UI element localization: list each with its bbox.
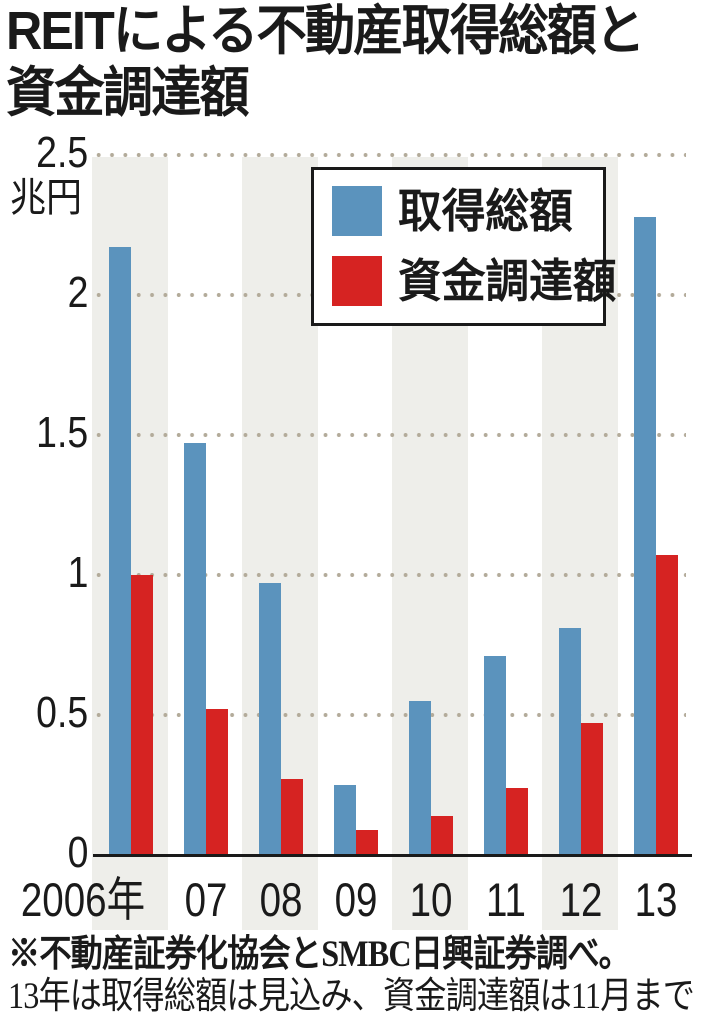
gridline [92,153,686,157]
x-tick-label: 10 [409,873,452,926]
gridline [92,433,686,437]
chart-title-line-2: 資金調達額 [6,63,250,123]
bar-acquisition [258,583,281,855]
legend-label-acquisition: 取得総額 [398,185,573,237]
x-tick-label: 07 [184,873,227,926]
bar-funding [280,779,303,855]
bar-funding [505,787,528,855]
y-tick-label: 1.5 [36,408,88,457]
gridline [92,713,686,717]
bar-acquisition [408,701,431,855]
legend: 取得総額 資金調達額 [311,167,617,326]
bar-acquisition [183,443,206,855]
bar-funding [130,575,153,855]
bar-acquisition [333,785,356,855]
x-tick-label: 11 [485,873,526,926]
bar-funding [655,555,678,855]
y-axis-unit: 兆円 [10,176,82,220]
y-tick-label: 0 [67,828,88,877]
x-tick-label: 09 [334,873,377,926]
legend-item-funding: 資金調達額 [332,255,628,307]
x-tick-label: 2006年 [20,873,146,926]
footnote-note: 13年は取得総額は見込み、資金調達額は11月まで [8,976,695,1017]
bar-acquisition [558,628,581,855]
y-tick-label: 0.5 [36,688,88,737]
y-tick-label: 2 [67,268,88,317]
legend-label-funding: 資金調達額 [398,255,617,307]
bar-acquisition [633,216,656,855]
bar-funding [580,723,603,855]
x-tick-label: 12 [559,873,602,926]
y-tick-label: 1 [67,548,88,597]
chart-title-line-1: REITによる不動産取得総額と [6,1,645,61]
bar-funding [205,709,228,855]
bar-funding [355,829,378,855]
gridline [92,573,686,577]
footnote-source: ※不動産証券化協会とSMBC日興証券調べ。 [8,934,631,975]
legend-swatch-funding [332,256,382,306]
bar-acquisition [483,656,506,855]
legend-item-acquisition: 取得総額 [332,185,582,237]
bar-funding [430,815,453,855]
x-tick-label: 08 [259,873,302,926]
x-axis-baseline [93,854,692,857]
bar-acquisition [108,247,131,855]
y-tick-label: 2.5 [36,128,88,177]
bar-chart: 0 0.5 1 1.5 2 2.5 兆円 2006年 07 08 09 10 11 12 13 [10,128,692,930]
x-tick-label: 13 [634,873,677,926]
legend-swatch-acquisition [332,186,382,236]
